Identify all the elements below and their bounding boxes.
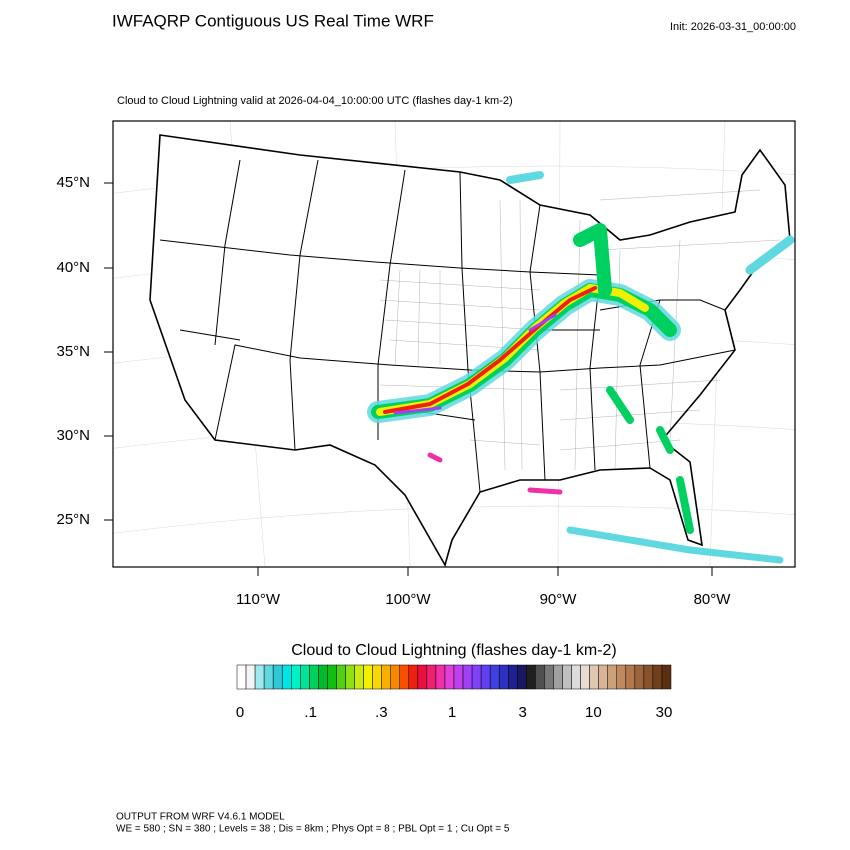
lon-label: 90°W: [540, 591, 578, 608]
lon-label: 80°W: [694, 591, 732, 608]
colorbar-swatch: [562, 664, 572, 690]
colorbar-label: 1: [448, 704, 456, 721]
colorbar-swatch: [517, 664, 527, 690]
colorbar-label: 3: [518, 704, 526, 721]
colorbar-swatch: [354, 664, 364, 690]
colorbar-swatch: [345, 664, 355, 690]
colorbar-swatch: [291, 664, 301, 690]
colorbar-swatch: [263, 664, 274, 690]
colorbar-swatch: [661, 664, 672, 690]
colorbar-swatch: [254, 664, 265, 690]
colorbar-swatch: [526, 664, 536, 690]
colorbar-swatch: [553, 664, 563, 690]
colorbar-swatch: [535, 664, 545, 690]
lat-label: 35°N: [56, 343, 90, 360]
colorbar-swatch: [236, 664, 247, 690]
colorbar-swatch: [580, 664, 590, 690]
colorbar-swatch: [318, 664, 328, 690]
colorbar-swatch: [462, 664, 473, 690]
us-outline: [149, 134, 791, 567]
colorbar-swatch: [444, 664, 455, 690]
colorbar-swatch: [363, 664, 373, 690]
colorbar-swatch: [336, 664, 346, 690]
colorbar-swatch: [616, 664, 627, 690]
colorbar-label: 0: [236, 704, 244, 721]
lat-label: 30°N: [56, 427, 90, 444]
lat-label: 25°N: [56, 511, 90, 528]
colorbar-swatch: [281, 664, 292, 690]
colorbar-label: 30: [656, 704, 673, 721]
colorbar-swatch: [300, 664, 310, 690]
colorbar-swatch: [381, 664, 391, 690]
colorbar-title: Cloud to Cloud Lightning (flashes day-1 …: [291, 642, 617, 659]
lon-label: 110°W: [236, 591, 281, 608]
colorbar-swatch: [634, 664, 645, 690]
lightning-field: [367, 171, 795, 564]
colorbar-swatch: [544, 664, 554, 690]
map: [112, 120, 796, 568]
colorbar-swatch: [435, 664, 446, 690]
lat-label: 40°N: [56, 259, 90, 276]
colorbar-swatch: [508, 664, 518, 690]
colorbar-swatch: [372, 664, 382, 690]
colorbar-swatch: [399, 664, 410, 690]
lat-label: 45°N: [56, 174, 90, 191]
init-time: Init: 2026-03-31_00:00:00: [670, 21, 796, 33]
colorbar-swatch: [327, 664, 337, 690]
colorbar: 0 .1 .3 1 3 10 30: [236, 664, 673, 721]
map-frame: [112, 120, 796, 568]
colorbar-swatch: [408, 664, 419, 690]
footer-line: WE = 580 ; SN = 380 ; Levels = 38 ; Dis …: [116, 824, 510, 835]
colorbar-swatch: [309, 664, 319, 690]
colorbar-swatch: [498, 664, 509, 690]
colorbar-swatch: [471, 664, 482, 690]
colorbar-label: 10: [585, 704, 602, 721]
colorbar-swatch: [643, 664, 654, 690]
colorbar-swatch: [390, 664, 401, 690]
colorbar-label: .1: [304, 704, 317, 721]
colorbar-swatch: [489, 664, 500, 690]
subtitle: Cloud to Cloud Lightning valid at 2026-0…: [117, 95, 513, 107]
colorbar-swatch: [417, 664, 428, 690]
colorbar-swatch: [571, 664, 581, 690]
colorbar-label: .3: [375, 704, 388, 721]
colorbar-swatch: [598, 664, 608, 690]
footer-line: OUTPUT FROM WRF V4.6.1 MODEL: [116, 812, 285, 823]
colorbar-swatch: [480, 664, 491, 690]
colorbar-swatch: [453, 664, 464, 690]
lon-label: 100°W: [385, 591, 431, 608]
title: IWFAQRP Contiguous US Real Time WRF: [112, 11, 434, 30]
colorbar-swatch: [272, 664, 283, 690]
colorbar-swatch: [607, 664, 617, 690]
colorbar-swatch: [426, 664, 437, 690]
colorbar-swatch: [625, 664, 636, 690]
colorbar-swatch: [245, 664, 256, 690]
colorbar-swatch: [589, 664, 599, 690]
colorbar-swatch: [652, 664, 663, 690]
